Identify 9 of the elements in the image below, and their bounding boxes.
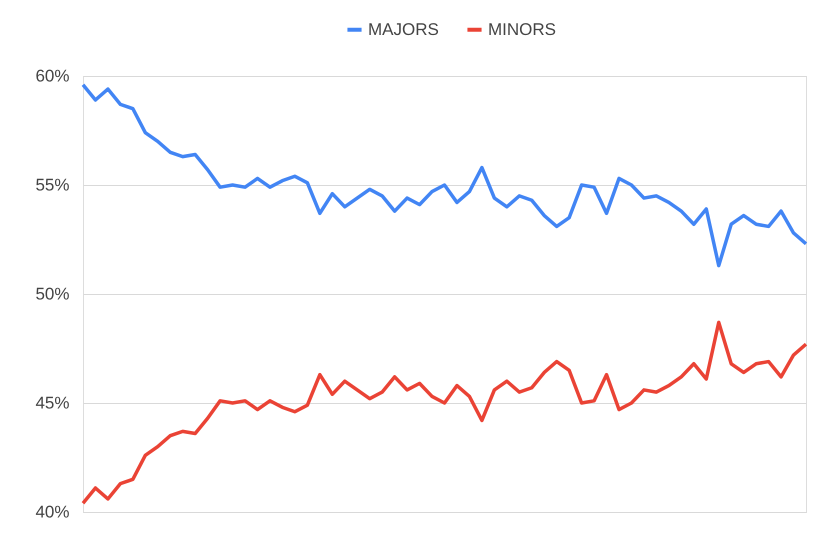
line-series <box>81 82 808 268</box>
y-tick-label: 45% <box>35 394 70 412</box>
y-tick-label: 60% <box>35 66 70 86</box>
y-tick-label: 40% <box>35 502 70 522</box>
legend-label: MAJORS <box>368 20 439 39</box>
line-series <box>81 320 808 506</box>
legend-label: MINORS <box>488 20 556 39</box>
y-tick-label: 50% <box>35 284 70 304</box>
y-tick-label: 55% <box>35 176 70 194</box>
